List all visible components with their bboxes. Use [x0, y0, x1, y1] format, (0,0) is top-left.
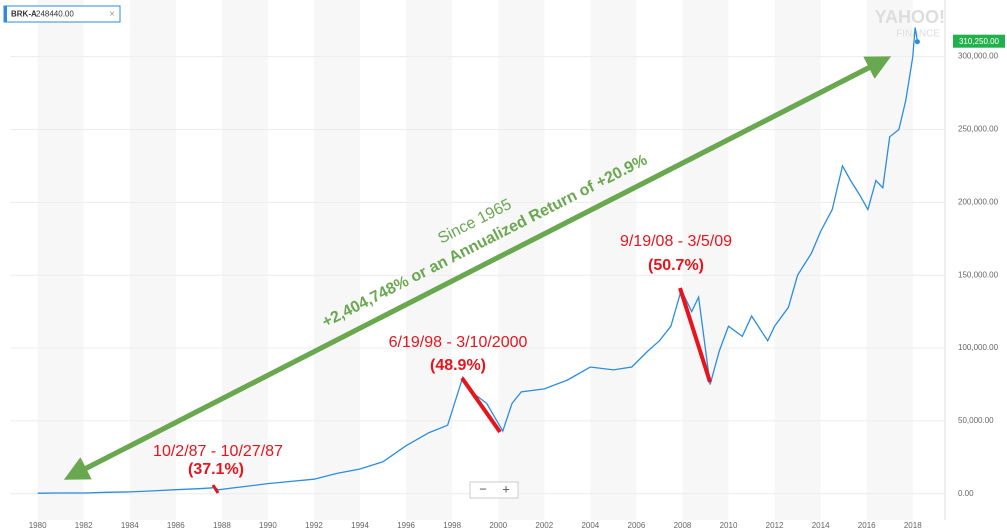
x-tick-label: 1982 — [75, 521, 93, 530]
x-tick-label: 2016 — [858, 521, 876, 530]
grid-band — [221, 0, 268, 520]
arrow — [63, 59, 882, 480]
header-price: 248440.00 — [36, 10, 74, 19]
zoom-box — [469, 481, 519, 499]
grid-band — [866, 0, 913, 520]
y-tick-label: 100,000.00 — [958, 343, 999, 352]
drop-line — [678, 287, 712, 383]
drop-line — [211, 484, 220, 494]
annotation: (37.1%) — [188, 461, 244, 478]
watermark: FINANCE — [896, 29, 940, 40]
close-button[interactable]: × — [109, 9, 115, 20]
last-point — [914, 39, 920, 45]
x-tick-label: 1990 — [259, 521, 277, 530]
x-tick-label: 2002 — [535, 521, 553, 530]
y-tick-label: 200,000.00 — [958, 197, 999, 206]
y-tick-label: 250,000.00 — [958, 125, 999, 134]
x-tick-label: 2004 — [581, 521, 599, 530]
x-tick-label: 1980 — [29, 521, 47, 530]
grid-band — [774, 0, 821, 520]
x-tick-label: 1984 — [121, 521, 139, 530]
annotation: 6/19/98 - 3/10/2000 — [389, 334, 528, 351]
plot — [37, 27, 920, 494]
price-line — [37, 27, 919, 494]
zoom-out[interactable]: − — [479, 481, 487, 496]
x-tick-label: 1986 — [167, 521, 185, 530]
annotation: 9/19/08 - 3/5/09 — [620, 233, 732, 250]
x-tick-label: 1998 — [443, 521, 461, 530]
x-tick-label: 1992 — [305, 521, 323, 530]
watermark: YAHOO! — [875, 7, 945, 27]
zoom-in[interactable]: + — [502, 481, 510, 496]
symbol: BRK-A — [11, 10, 37, 19]
grid-band — [313, 0, 361, 520]
drop-line — [460, 376, 502, 434]
x-tick-label: 2014 — [812, 521, 830, 530]
x-tick-label: 2012 — [766, 521, 784, 530]
grid — [10, 0, 946, 520]
annotation: 10/2/87 - 10/27/87 — [153, 443, 283, 460]
bands — [37, 0, 913, 520]
last-value-box — [953, 34, 1005, 48]
y-tick-label: 0.00 — [958, 489, 974, 498]
y-tick-label: 50,000.00 — [958, 416, 994, 425]
last-value-label: 310,250.00 — [959, 37, 1000, 46]
x-tick-label: 2008 — [674, 521, 692, 530]
y-tick-label: 300,000.00 — [958, 52, 999, 61]
x-tick-label: 1988 — [213, 521, 231, 530]
grid-band — [682, 0, 729, 520]
grid-band — [406, 0, 453, 520]
grid-band — [498, 0, 545, 520]
x-tick-label: 2000 — [489, 521, 507, 530]
annotation: (48.9%) — [430, 357, 486, 374]
symbol-color — [4, 6, 7, 22]
x-tick-label: 2010 — [720, 521, 738, 530]
x-tick-label: 2006 — [628, 521, 646, 530]
x-tick-label: 2018 — [904, 521, 922, 530]
grid-band — [37, 0, 84, 520]
x-tick-label: 1996 — [397, 521, 415, 530]
y-tick-label: 150,000.00 — [958, 270, 999, 279]
grid-band — [590, 0, 637, 520]
annotation: (50.7%) — [648, 257, 704, 274]
x-tick-label: 1994 — [351, 521, 369, 530]
